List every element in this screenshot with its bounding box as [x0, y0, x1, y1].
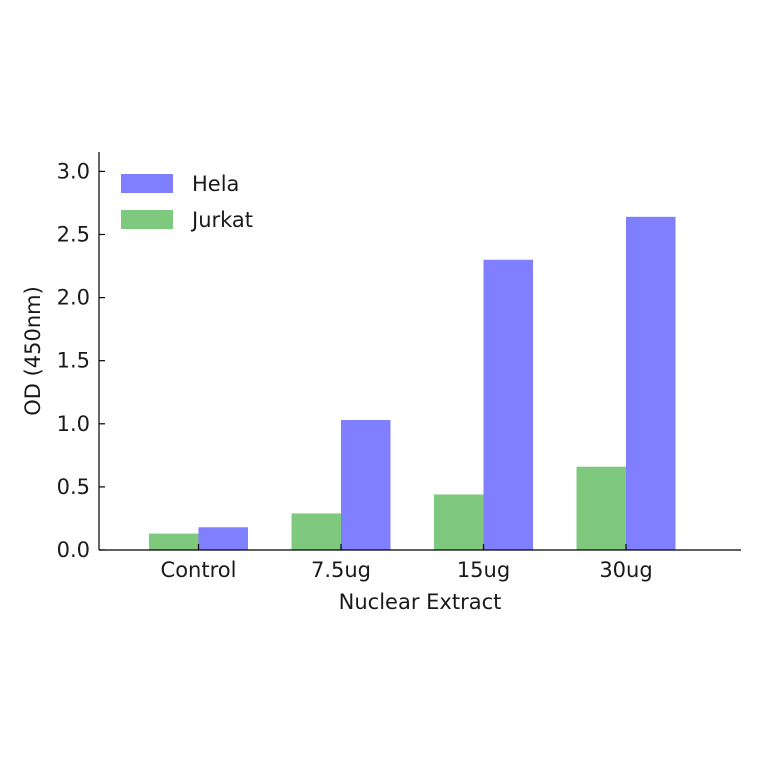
y-tick-label: 2.0: [57, 286, 90, 310]
x-tick-label: Control: [161, 558, 237, 582]
bar-hela-control: [198, 527, 248, 550]
legend: Hela Jurkat: [121, 172, 253, 232]
bars-layer: [149, 216, 676, 550]
y-tick-label: 1.5: [57, 349, 90, 373]
x-tick-label: 15ug: [457, 558, 510, 582]
x-ticks: Control 7.5ug 15ug 30ug: [161, 544, 653, 582]
y-tick-label: 1.0: [57, 412, 90, 436]
legend-label-hela: Hela: [192, 172, 239, 196]
legend-label-jurkat: Jurkat: [190, 208, 253, 232]
legend-swatch-hela: [121, 174, 173, 193]
bar-hela-75ug: [341, 420, 391, 550]
y-axis-title: OD (450nm): [21, 286, 45, 416]
y-tick-label: 2.5: [57, 223, 90, 247]
x-tick-label: 30ug: [599, 558, 652, 582]
bar-jurkat-30ug: [576, 466, 626, 550]
x-tick-label: 7.5ug: [311, 558, 371, 582]
legend-swatch-jurkat: [121, 210, 173, 229]
bar-jurkat-75ug: [291, 513, 341, 550]
axes-layer: [98, 152, 741, 551]
y-tick-label: 0.0: [57, 538, 90, 562]
bar-hela-15ug: [483, 259, 533, 550]
y-ticks: 0.0 0.5 1.0 1.5 2.0 2.5 3.0: [57, 159, 105, 562]
y-tick-label: 3.0: [57, 159, 90, 183]
y-tick-label: 0.5: [57, 475, 90, 499]
x-axis-title: Nuclear Extract: [339, 590, 502, 614]
bar-jurkat-15ug: [434, 494, 484, 550]
bar-hela-30ug: [626, 216, 676, 550]
bar-jurkat-control: [149, 533, 199, 550]
